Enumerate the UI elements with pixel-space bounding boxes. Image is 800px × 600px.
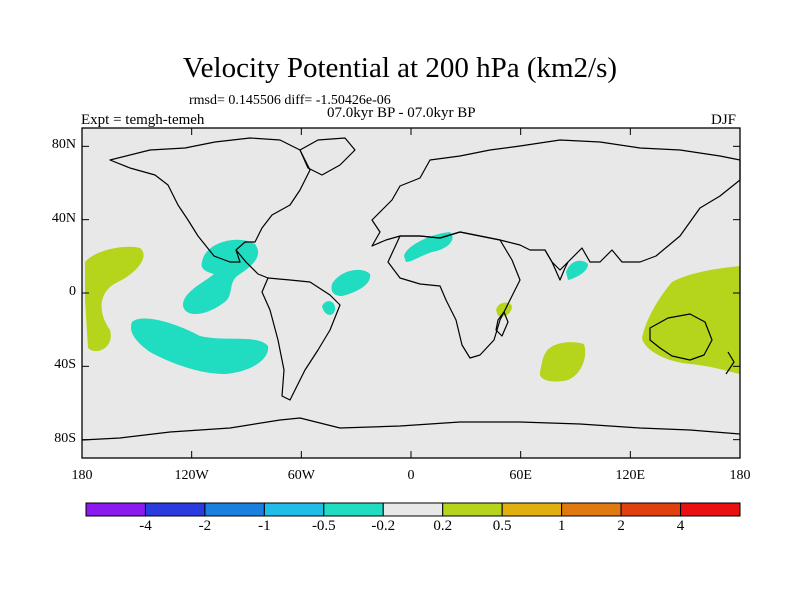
coast-india xyxy=(544,249,569,281)
colorbar-box xyxy=(263,502,325,517)
colorbar-label: -0.5 xyxy=(311,518,336,534)
colorbar-label: 0.2 xyxy=(433,518,453,534)
coast-new-zealand xyxy=(725,351,735,375)
lat-label: 40N xyxy=(51,210,76,226)
lon-label: 120E xyxy=(615,468,646,483)
anomaly-equatorial-atlantic-negative-2 xyxy=(322,301,336,315)
coast-north-america xyxy=(109,137,311,263)
colorbar-box xyxy=(561,502,622,517)
anomaly-bay-of-bengal-negative xyxy=(566,260,588,280)
lon-label: 60W xyxy=(287,468,315,483)
period-line: 07.0kyr BP - 07.0kyr BP xyxy=(327,105,476,121)
colorbar-box xyxy=(501,502,563,517)
lon-label: 0 xyxy=(407,468,415,483)
colorbar-box xyxy=(620,502,682,517)
anomaly-north-africa-negative xyxy=(404,232,453,262)
anomaly-southern-indian-ocean-positive xyxy=(539,342,586,382)
figure-title: Velocity Potential at 200 hPa (km2/s) xyxy=(182,52,618,84)
coast-australia xyxy=(649,313,713,361)
anomaly-equatorial-atlantic-negative xyxy=(331,269,371,296)
coastlines xyxy=(81,137,741,441)
colorbar-box xyxy=(85,502,146,517)
coast-south-america xyxy=(261,277,341,401)
coast-antarctica xyxy=(81,417,741,441)
coast-europe-asia xyxy=(371,139,741,271)
colorbar-box xyxy=(323,502,384,517)
anomaly-madagascar-positive xyxy=(496,302,512,317)
lat-label: 0 xyxy=(69,284,76,299)
colorbar-label: -2 xyxy=(198,518,212,534)
lon-label: 120W xyxy=(174,468,209,483)
colorbar-label: 0.5 xyxy=(492,518,512,534)
colorbar-label: -1 xyxy=(258,518,271,534)
lat-label: 40S xyxy=(54,357,76,373)
anomaly-central-pacific-positive xyxy=(85,246,144,352)
colorbar-box xyxy=(144,502,206,517)
anomaly-maritime-continent-australia-positive xyxy=(642,266,740,374)
colorbar-label: 4 xyxy=(676,518,685,534)
colorbar-label: -4 xyxy=(139,518,152,534)
coast-central-america xyxy=(235,249,269,279)
colorbar-label: 1 xyxy=(557,518,566,534)
coast-greenland xyxy=(299,137,356,176)
colorbar-label: 2 xyxy=(617,518,625,534)
lat-label: 80S xyxy=(54,430,76,446)
experiment-line: Expt = temgh-temeh xyxy=(81,112,205,128)
colorbar-label: -0.2 xyxy=(371,518,396,534)
lon-label: 180 xyxy=(71,468,93,483)
lat-label: 80N xyxy=(51,137,76,153)
colorbar-box xyxy=(382,502,444,517)
anomaly-layer xyxy=(85,232,740,382)
colorbar-box xyxy=(442,502,503,517)
axis-ticks xyxy=(81,128,741,458)
coast-madagascar xyxy=(495,311,509,337)
stats-line: rmsd= 0.145506 diff= -1.50426e-06 xyxy=(189,93,391,108)
colorbar-box xyxy=(204,502,265,517)
season-label: DJF xyxy=(711,112,737,128)
lon-label: 180 xyxy=(729,468,751,483)
coast-africa xyxy=(387,231,521,359)
anomaly-south-pacific-negative xyxy=(130,318,269,374)
lon-label: 60E xyxy=(509,468,532,483)
colorbar-box xyxy=(680,502,741,517)
